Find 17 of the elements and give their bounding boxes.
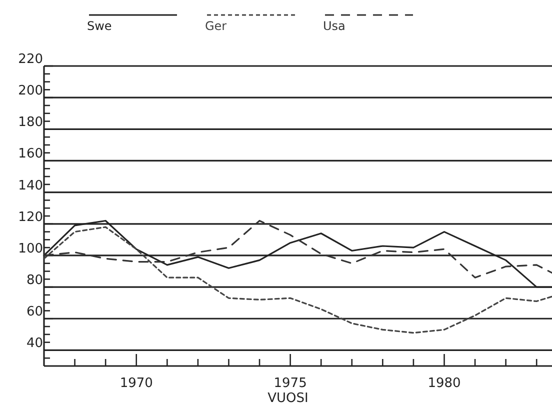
y-tick-label: 80 (26, 273, 43, 288)
y-tick-label: 180 (18, 115, 43, 130)
y-tick-label: 60 (26, 304, 43, 320)
text: Ger (205, 19, 227, 33)
y-tick-label: 200 (18, 84, 43, 99)
text: Swe (87, 19, 112, 33)
y-tick-label: 160 (18, 146, 43, 162)
y-tick-label: 40 (26, 336, 43, 352)
y-tick-label: 220 (18, 52, 43, 67)
x-tick-label: 1975 (274, 376, 307, 391)
y-tick-label: 120 (18, 210, 43, 225)
y-tick-label: 140 (18, 178, 43, 194)
x-tick-label: 1980 (428, 376, 461, 391)
x-tick-label: 1970 (120, 376, 153, 391)
y-tick-label: 100 (18, 241, 43, 256)
x-axis-title: VUOSI (268, 391, 308, 406)
text: Usa (323, 19, 346, 33)
